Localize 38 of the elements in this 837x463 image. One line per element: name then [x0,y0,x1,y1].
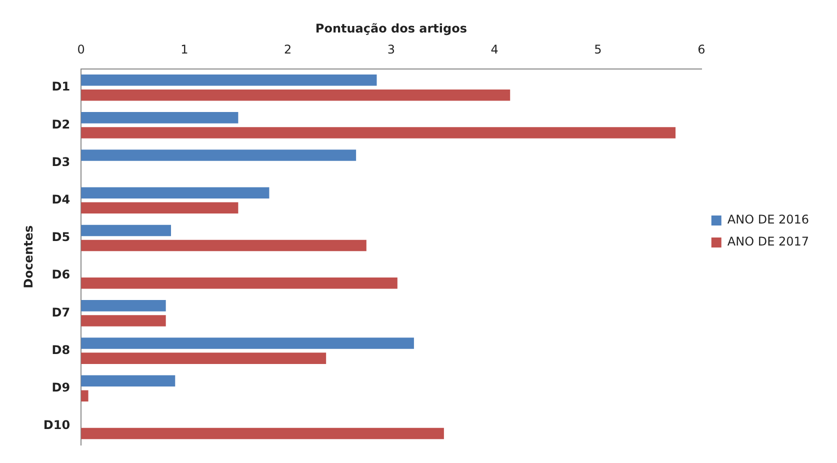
x-axis-title: Pontuação dos artigos [315,21,468,36]
y-tick-label: D7 [52,305,70,320]
bar [81,187,270,199]
bar [81,202,238,214]
bar [81,428,444,440]
y-axis-title: Docentes [21,225,36,288]
legend-label: ANO DE 2016 [727,212,810,227]
bar [81,315,166,326]
x-tick-label: 1 [180,42,188,57]
y-tick-label: D4 [52,192,70,207]
bar [81,112,238,124]
x-tick-label: 2 [284,42,292,57]
x-tick-label: 0 [77,42,85,57]
y-tick-label: D2 [52,117,70,132]
bar [81,89,510,101]
bar [81,277,398,289]
y-tick-label: D5 [52,230,70,244]
y-tick-label: D8 [52,342,70,357]
bar [81,352,326,364]
bar [81,338,414,349]
x-tick-label: 6 [698,42,706,57]
x-tick-label: 3 [387,42,396,57]
x-tick-label: 5 [594,42,602,57]
bar [81,74,377,86]
bar [81,224,172,236]
bar [81,300,166,312]
y-tick-label: D6 [52,268,70,282]
bar [81,127,676,138]
y-tick-label: D3 [52,154,70,169]
y-tick-label: D1 [52,80,70,94]
legend-label: ANO DE 2017 [727,234,810,249]
bar [81,375,176,387]
x-tick-label: 4 [490,42,498,57]
bar [81,150,356,161]
bar [81,390,88,402]
y-tick-label: D9 [52,380,70,395]
bar [81,240,366,252]
y-tick-label: D10 [43,418,70,432]
